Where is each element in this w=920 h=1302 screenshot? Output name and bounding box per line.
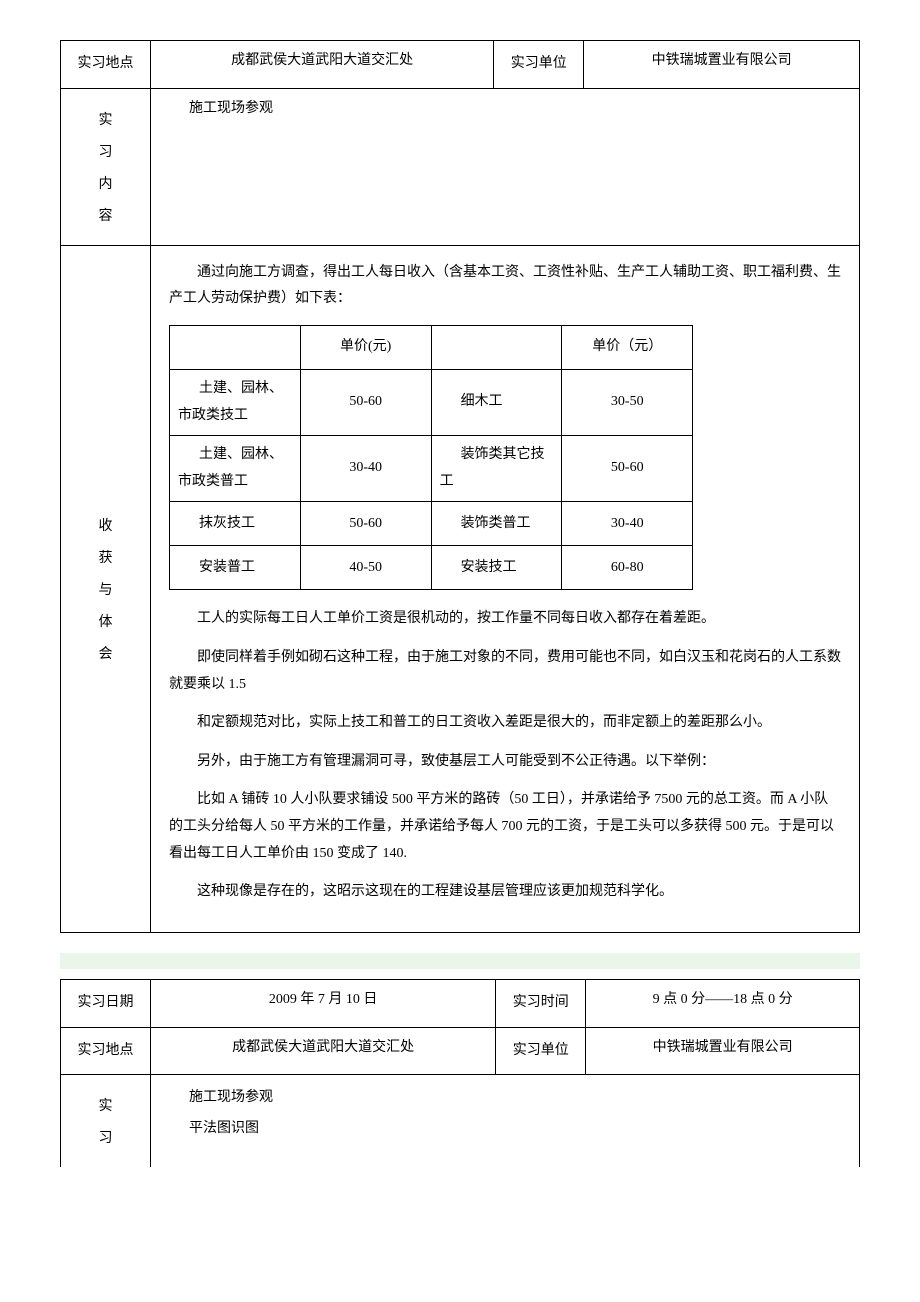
entry1-unit-label: 实习单位 <box>494 41 584 89</box>
wage-row-2: 抹灰技工 50-60 装饰类普工 30-40 <box>170 502 693 546</box>
wage-r3-ap: 40-50 <box>300 546 431 590</box>
entry1-p3: 另外，由于施工方有管理漏洞可寻，致使基层工人可能受到不公正待遇。以下举例： <box>169 749 841 776</box>
entry1-reflect-char-0: 收 <box>71 515 140 535</box>
entry2-table: 实习日期 2009 年 7 月 10 日 实习时间 9 点 0 分——18 点 … <box>60 979 860 1168</box>
wage-r2-b: 装饰类普工 <box>431 502 562 546</box>
entry1-p5: 这种现像是存在的，这昭示这现在的工程建设基层管理应该更加规范科学化。 <box>169 879 841 906</box>
entry1-content-char-1: 习 <box>71 141 140 161</box>
wage-r3-a: 安装普工 <box>170 546 301 590</box>
wage-r2-bp: 30-40 <box>562 502 693 546</box>
entry2-date-label: 实习日期 <box>61 979 151 1027</box>
wage-h-b: 单价（元） <box>562 325 693 369</box>
entry2-unit-label: 实习单位 <box>496 1027 586 1075</box>
wage-r3-b: 安装技工 <box>431 546 562 590</box>
wage-r1-bp: 50-60 <box>562 436 693 502</box>
entry2-content-body: 施工现场参观 平法图识图 <box>151 1075 860 1168</box>
entry2-place-label: 实习地点 <box>61 1027 151 1075</box>
entry1-content-char-3: 容 <box>71 205 140 225</box>
entry1-content-label: 实 习 内 容 <box>61 88 151 245</box>
section-divider <box>60 953 860 969</box>
wage-row-0: 土建、园林、市政类技工 50-60 细木工 30-50 <box>170 369 693 435</box>
entry2-time-label: 实习时间 <box>496 979 586 1027</box>
entry1-p1: 即使同样着手例如砌石这种工程，由于施工对象的不同，费用可能也不同，如白汉玉和花岗… <box>169 645 841 698</box>
entry2-place-value: 成都武侯大道武阳大道交汇处 <box>151 1027 496 1075</box>
entry1-place-value: 成都武侯大道武阳大道交汇处 <box>151 41 494 89</box>
entry1-content-row: 实 习 内 容 施工现场参观 <box>61 88 860 245</box>
wage-h-a: 单价(元) <box>300 325 431 369</box>
wage-r0-ap: 50-60 <box>300 369 431 435</box>
entry1-p0: 工人的实际每工日人工单价工资是很机动的，按工作量不同每日收入都存在着差距。 <box>169 606 841 633</box>
entry1-reflect-char-3: 体 <box>71 611 140 631</box>
entry2-time-value: 9 点 0 分——18 点 0 分 <box>586 979 860 1027</box>
entry1-reflect-row: 收 获 与 体 会 通过向施工方调查，得出工人每日收入（含基本工资、工资性补贴、… <box>61 245 860 932</box>
wage-r2-ap: 50-60 <box>300 502 431 546</box>
entry1-reflect-body: 通过向施工方调查，得出工人每日收入（含基本工资、工资性补贴、生产工人辅助工资、职… <box>151 245 860 932</box>
entry2-place-row: 实习地点 成都武侯大道武阳大道交汇处 实习单位 中铁瑞城置业有限公司 <box>61 1027 860 1075</box>
wage-table: 单价(元) 单价（元） 土建、园林、市政类技工 50-60 细木工 30-50 … <box>169 325 693 590</box>
wage-h-a-blank <box>170 325 301 369</box>
entry2-date-value: 2009 年 7 月 10 日 <box>151 979 496 1027</box>
entry2-content-label: 实 习 <box>61 1075 151 1168</box>
entry1-reflect-char-2: 与 <box>71 579 140 599</box>
wage-r1-ap: 30-40 <box>300 436 431 502</box>
entry2-content-char-1: 习 <box>71 1127 140 1147</box>
entry1-place-row: 实习地点 成都武侯大道武阳大道交汇处 实习单位 中铁瑞城置业有限公司 <box>61 41 860 89</box>
wage-r3-bp: 60-80 <box>562 546 693 590</box>
wage-r2-a: 抹灰技工 <box>170 502 301 546</box>
entry1-unit-value: 中铁瑞城置业有限公司 <box>584 41 860 89</box>
entry1-p2: 和定额规范对比，实际上技工和普工的日工资收入差距是很大的，而非定额上的差距那么小… <box>169 710 841 737</box>
wage-header-row: 单价(元) 单价（元） <box>170 325 693 369</box>
entry1-reflect-label: 收 获 与 体 会 <box>61 245 151 932</box>
wage-r1-a: 土建、园林、市政类普工 <box>170 436 301 502</box>
entry1-place-label: 实习地点 <box>61 41 151 89</box>
entry2-content-char-0: 实 <box>71 1095 140 1115</box>
wage-r0-bp: 30-50 <box>562 369 693 435</box>
entry1-p4: 比如 A 铺砖 10 人小队要求铺设 500 平方米的路砖（50 工日），并承诺… <box>169 787 841 867</box>
wage-r0-b: 细木工 <box>431 369 562 435</box>
entry1-content-char-0: 实 <box>71 109 140 129</box>
entry1-content-value: 施工现场参观 <box>151 88 860 245</box>
wage-h-b-blank <box>431 325 562 369</box>
entry2-content-line-0: 施工现场参观 <box>161 1083 849 1114</box>
wage-row-3: 安装普工 40-50 安装技工 60-80 <box>170 546 693 590</box>
entry2-unit-value: 中铁瑞城置业有限公司 <box>586 1027 860 1075</box>
entry1-reflect-char-1: 获 <box>71 547 140 567</box>
entry1-table: 实习地点 成都武侯大道武阳大道交汇处 实习单位 中铁瑞城置业有限公司 实 习 内… <box>60 40 860 933</box>
wage-row-1: 土建、园林、市政类普工 30-40 装饰类其它技工 50-60 <box>170 436 693 502</box>
wage-r0-a: 土建、园林、市政类技工 <box>170 369 301 435</box>
entry1-intro: 通过向施工方调查，得出工人每日收入（含基本工资、工资性补贴、生产工人辅助工资、职… <box>169 260 841 313</box>
entry2-content-line-1: 平法图识图 <box>161 1114 849 1145</box>
entry2-content-row: 实 习 施工现场参观 平法图识图 <box>61 1075 860 1168</box>
entry1-content-char-2: 内 <box>71 173 140 193</box>
wage-r1-b: 装饰类其它技工 <box>431 436 562 502</box>
entry1-reflect-char-4: 会 <box>71 643 140 663</box>
entry2-date-row: 实习日期 2009 年 7 月 10 日 实习时间 9 点 0 分——18 点 … <box>61 979 860 1027</box>
